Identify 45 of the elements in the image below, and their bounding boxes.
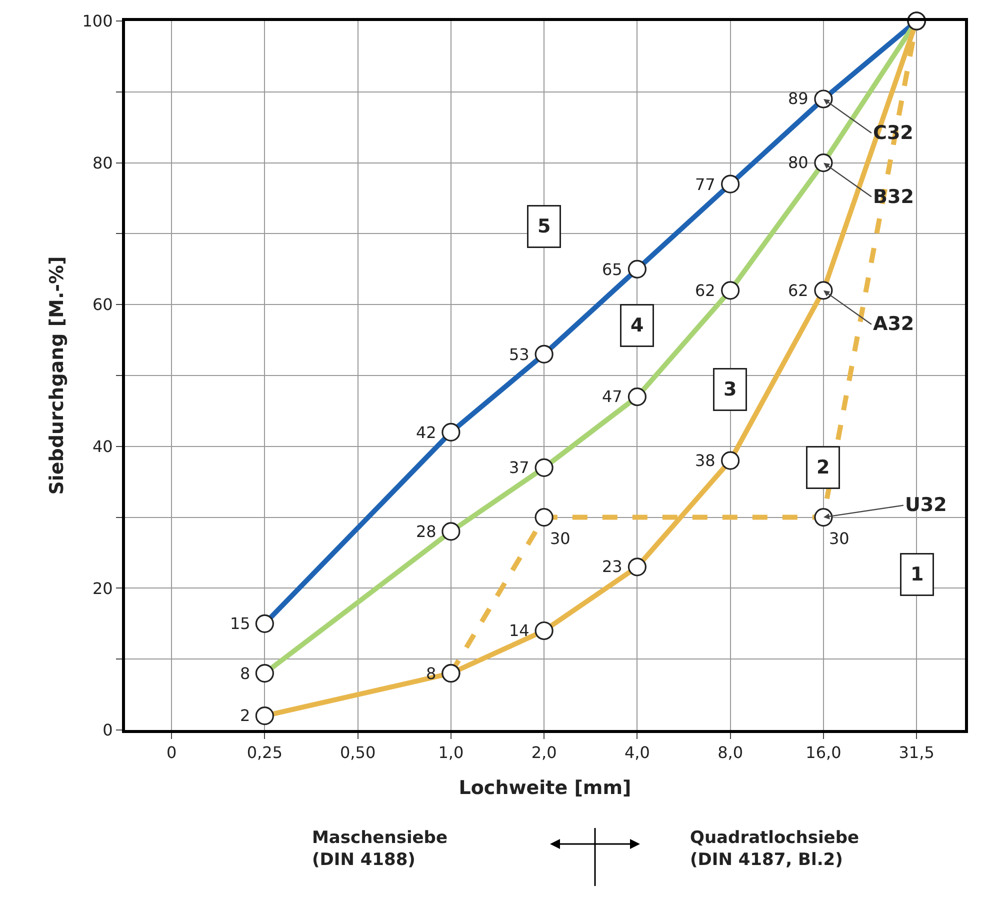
x-tick-label: 4,0 (624, 743, 650, 762)
data-label: 15 (230, 614, 250, 633)
text: Quadratlochsiebe (DIN 4187, Bl.2) (690, 828, 860, 870)
x-tick-label: 16,0 (806, 743, 842, 762)
y-tick-label: 60 (92, 295, 113, 314)
x-tick-label: 1,0 (438, 743, 464, 762)
x-tick-label: 8,0 (718, 743, 744, 762)
data-label: 23 (602, 557, 622, 576)
y-tick-label: 20 (92, 578, 113, 598)
data-label: 8 (240, 664, 250, 683)
x-axis-title: Lochweite [mm] (458, 777, 632, 799)
data-label: 62 (695, 281, 716, 300)
data-label: 28 (416, 522, 436, 541)
y-axis-title: Siebdurchgang [M.-%] (46, 256, 68, 495)
x-tick-label: 2,0 (531, 743, 557, 762)
text: A32 (873, 313, 914, 335)
data-label: 30 (829, 529, 850, 548)
annotation: 2 (816, 456, 830, 478)
data-label: 62 (788, 281, 808, 300)
text: U32 (905, 494, 947, 516)
data-label: 77 (695, 175, 716, 194)
data-label: 37 (509, 458, 530, 477)
x-tick-label: 0 (166, 743, 177, 762)
data-label: 65 (602, 260, 622, 279)
data-label: 38 (695, 451, 716, 470)
y-tick-label: 80 (92, 153, 113, 172)
text: Maschensiebe (DIN 4188) (312, 828, 448, 870)
data-label: 2 (240, 706, 250, 725)
y-tick-label: 0 (102, 720, 113, 740)
data-label: 47 (602, 387, 622, 406)
data-label: 42 (416, 423, 436, 442)
x-tick-label: 0,25 (246, 743, 283, 762)
annotation: 3 (724, 378, 737, 400)
annotation: 1 (910, 564, 924, 586)
x-tick-label: 0,50 (340, 743, 376, 762)
data-label: 53 (509, 345, 530, 364)
y-tick-label: 40 (92, 437, 113, 456)
data-label: 14 (509, 621, 530, 640)
annotation: 5 (538, 216, 551, 238)
data-label: 30 (550, 529, 570, 548)
data-label: 80 (788, 153, 808, 172)
x-tick-label: 31,5 (898, 743, 934, 762)
y-tick-label: 100 (82, 12, 113, 31)
data-label: 89 (788, 89, 808, 108)
annotation: 4 (630, 314, 644, 336)
